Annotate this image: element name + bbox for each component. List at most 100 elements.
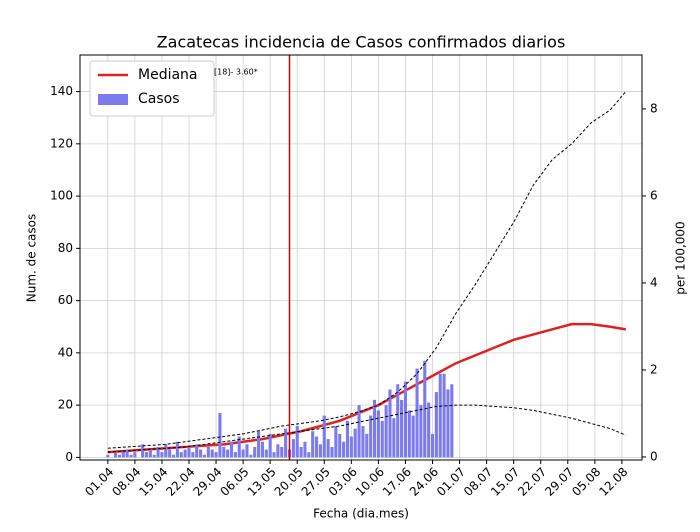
- bar: [299, 446, 303, 458]
- bar: [430, 433, 435, 458]
- bar: [168, 449, 172, 458]
- bar: [237, 436, 241, 458]
- bar: [427, 402, 431, 458]
- bar: [121, 452, 125, 458]
- y-tick-label: 80: [58, 241, 73, 255]
- bar: [129, 454, 133, 458]
- y2-tick-label: 6: [650, 188, 658, 202]
- bar: [199, 449, 203, 458]
- bar: [264, 449, 268, 458]
- bar: [357, 405, 361, 458]
- x-tick-label: 01.04: [82, 465, 116, 499]
- bar: [365, 433, 369, 458]
- y2-tick-label: 2: [650, 362, 658, 376]
- bar: [446, 389, 450, 458]
- bar: [106, 454, 110, 458]
- bar: [276, 444, 280, 458]
- plot-frame: [79, 54, 643, 461]
- y2-tick-label: 8: [650, 101, 658, 115]
- bar: [419, 405, 423, 458]
- x-tick-label: 08.04: [109, 465, 143, 499]
- x-tick-label: 27.05: [299, 465, 333, 499]
- bar: [284, 428, 288, 458]
- bar: [372, 399, 377, 458]
- bar: [114, 452, 118, 458]
- bar: [376, 410, 380, 458]
- x-tick-label: 03.06: [326, 465, 360, 499]
- chart-title: Zacatecas incidencia de Casos confirmado…: [157, 33, 566, 52]
- bar: [260, 441, 264, 458]
- bar: [233, 452, 237, 458]
- bar: [291, 439, 295, 458]
- x-tick-label: 29.04: [190, 465, 224, 499]
- y2-tick-label: 4: [650, 275, 658, 289]
- bar: [133, 452, 137, 458]
- x-tick-label: 20.05: [272, 465, 306, 499]
- bar: [280, 446, 284, 458]
- x-tick-label: 08.07: [461, 465, 495, 499]
- bar: [144, 452, 149, 458]
- x-tick-label: 05.08: [569, 465, 603, 499]
- bar: [164, 444, 168, 458]
- bar: [175, 441, 179, 458]
- bar: [257, 431, 261, 458]
- bar: [392, 418, 396, 458]
- bar: [396, 384, 400, 458]
- bar: [311, 431, 315, 458]
- bar: [388, 389, 392, 458]
- bar: [218, 412, 222, 458]
- bar: [450, 384, 454, 458]
- y-tick-label: 60: [58, 293, 73, 307]
- y2-axis-label: per 100,000: [674, 221, 688, 294]
- bar: [272, 452, 276, 458]
- dashed-line: [107, 91, 627, 449]
- bar: [338, 433, 342, 458]
- y-tick-label: 120: [50, 136, 73, 150]
- bar: [303, 441, 307, 458]
- bar: [353, 428, 357, 458]
- x-tick-label: 24.06: [407, 465, 441, 499]
- bar: [380, 420, 384, 458]
- bar: [434, 392, 438, 458]
- bar: [334, 426, 338, 458]
- x-tick-label: 15.04: [136, 465, 170, 499]
- bar: [125, 449, 129, 458]
- x-tick-label: 22.07: [515, 465, 549, 499]
- x-tick-label: 17.06: [380, 465, 414, 499]
- y-tick-label: 140: [50, 84, 73, 98]
- bar: [206, 446, 210, 458]
- bar: [202, 454, 207, 458]
- bar: [318, 444, 322, 458]
- bar: [253, 446, 257, 458]
- bar: [407, 410, 411, 458]
- bar: [345, 420, 350, 458]
- bar: [171, 454, 176, 458]
- x-tick-label: 29.07: [542, 465, 576, 499]
- bar: [148, 449, 152, 458]
- y-tick-label: 0: [65, 450, 73, 464]
- bar: [411, 415, 415, 458]
- bar: [415, 368, 419, 458]
- bar: [187, 446, 191, 458]
- x-axis-label: Fecha (dia.mes): [313, 507, 409, 521]
- bar: [241, 449, 245, 458]
- bar: [342, 441, 346, 458]
- x-tick-label: 06.05: [218, 465, 252, 499]
- y-tick-label: 40: [58, 345, 73, 359]
- bar: [403, 381, 407, 458]
- bar: [307, 452, 311, 458]
- bar: [369, 415, 373, 458]
- bar: [295, 426, 299, 458]
- bar: [156, 446, 160, 458]
- bar: [442, 373, 446, 458]
- bar: [249, 454, 253, 458]
- x-tick-label: 10.06: [353, 465, 387, 499]
- y-tick-label: 20: [58, 398, 73, 412]
- bar: [245, 444, 249, 458]
- x-tick-label: 15.07: [488, 465, 522, 499]
- y2-tick-label: 0: [650, 449, 658, 463]
- bar: [160, 452, 164, 458]
- bar: [349, 436, 353, 458]
- legend-label: Mediana: [138, 67, 198, 83]
